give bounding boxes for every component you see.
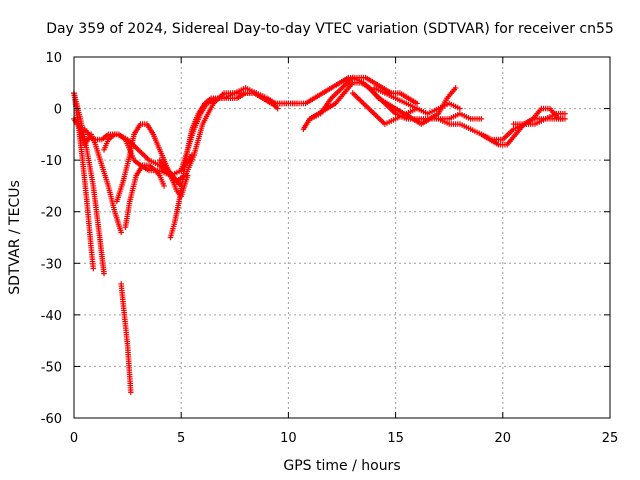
y-axis-ticks: 10 0 -10 -20 -30 -40 -50 -60 bbox=[41, 51, 610, 427]
series-prn-k bbox=[156, 85, 279, 184]
series-prn-h bbox=[122, 162, 167, 230]
x-tick-label: 25 bbox=[602, 431, 619, 446]
y-tick-label: -60 bbox=[41, 412, 62, 427]
y-tick-label: -30 bbox=[41, 257, 62, 272]
series-prn-d bbox=[71, 116, 124, 236]
series-prn-l bbox=[277, 74, 420, 107]
y-tick-label: -10 bbox=[41, 154, 62, 169]
y-tick-label: -50 bbox=[41, 360, 62, 375]
x-tick-label: 15 bbox=[387, 431, 404, 446]
x-axis-label: GPS time / hours bbox=[283, 458, 400, 474]
data-point bbox=[274, 105, 281, 112]
x-tick-label: 20 bbox=[495, 431, 512, 446]
data-point bbox=[478, 116, 485, 122]
grid bbox=[74, 57, 610, 418]
series-prn-s bbox=[510, 110, 568, 127]
x-axis-ticks: 0 5 10 15 20 25 bbox=[70, 57, 618, 446]
data-point bbox=[457, 105, 463, 112]
data-point bbox=[562, 110, 568, 117]
x-tick-label: 5 bbox=[177, 431, 185, 446]
chart-title: Day 359 of 2024, Sidereal Day-to-day VTE… bbox=[46, 21, 614, 37]
y-axis-label: SDTVAR / TECUs bbox=[7, 180, 23, 295]
data-point bbox=[562, 116, 568, 122]
plot-frame bbox=[73, 56, 611, 419]
y-tick-label: 0 bbox=[54, 103, 62, 118]
y-tick-label: -40 bbox=[41, 309, 62, 324]
series-prn-c bbox=[118, 281, 134, 396]
y-tick-label: -20 bbox=[41, 206, 62, 221]
data-point bbox=[452, 85, 459, 91]
series-prn-b bbox=[71, 90, 107, 277]
series-line bbox=[438, 118, 563, 141]
x-tick-label: 0 bbox=[70, 431, 78, 446]
data-series bbox=[71, 74, 568, 396]
data-point bbox=[118, 229, 124, 236]
series-prn-n bbox=[307, 74, 485, 122]
data-point bbox=[414, 105, 420, 112]
series-prn-p bbox=[349, 90, 420, 127]
data-point bbox=[161, 183, 167, 189]
data-point bbox=[101, 270, 107, 277]
y-tick-label: 10 bbox=[45, 51, 62, 66]
x-tick-label: 10 bbox=[280, 431, 297, 446]
data-point bbox=[414, 100, 420, 107]
data-point bbox=[128, 389, 134, 396]
data-point bbox=[90, 265, 97, 272]
